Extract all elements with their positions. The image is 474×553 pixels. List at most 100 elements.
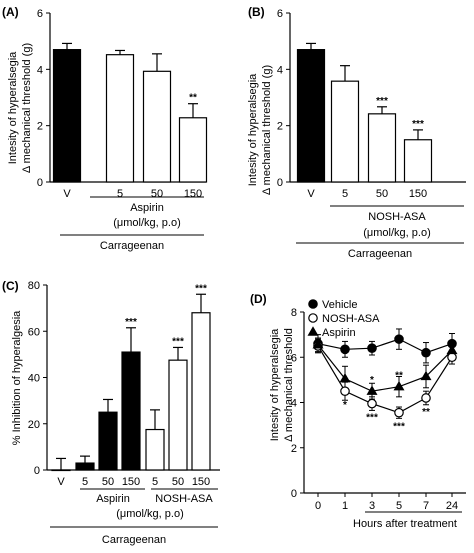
- y-tick-label: 6: [37, 8, 43, 20]
- open-circle-marker: [421, 393, 431, 403]
- significance-label: ***: [125, 317, 137, 328]
- x-tick-label: 50: [151, 188, 163, 200]
- bar: [296, 49, 326, 183]
- significance-label: ***: [195, 283, 207, 294]
- x-tick-label: 150: [192, 476, 210, 488]
- open-circle-marker: [394, 407, 404, 418]
- bar: [105, 54, 135, 183]
- panel-c-label: (C): [2, 279, 19, 293]
- x-tick-label: 50: [172, 476, 184, 488]
- triangle-marker: [366, 385, 378, 395]
- significance-label: **: [189, 93, 197, 104]
- significance-label: **: [422, 407, 430, 418]
- panel-d-ylabel-line1: Intesity of hyperalsegia: [269, 328, 281, 441]
- x-tick-label: 150: [184, 188, 202, 200]
- x-tick-label: 5: [117, 188, 123, 200]
- open-circle-marker: [340, 386, 350, 396]
- filled-circle-marker: [340, 344, 350, 355]
- y-tick-label: 4: [37, 64, 43, 76]
- x-tick-label: 150: [122, 476, 140, 488]
- significance-label: ***: [393, 422, 405, 433]
- x-tick-label: 24: [446, 500, 458, 512]
- panel-a-ylabel-line1: Intesity of hyperalsegia: [7, 51, 19, 164]
- open-circle-marker: [367, 398, 377, 409]
- significance-label: ***: [412, 119, 424, 130]
- x-tick-label: 0: [315, 500, 321, 512]
- panel-b-marks: V 5 50 *** 150 ***: [296, 42, 433, 200]
- panel-b-bracket-carrageenan-label: Carrageenan: [348, 248, 412, 260]
- panel-a-bracket-aspirin-label: Aspirin: [130, 202, 164, 214]
- panel-c-bracket-nosh-label: NOSH-ASA: [155, 493, 213, 505]
- x-tick-label: 5: [82, 476, 88, 488]
- panel-c: (C) % Inhibition of hyperalgesia 0 20 40 60…: [2, 279, 220, 546]
- y-tick-label: 60: [28, 326, 40, 338]
- x-tick-label: 5: [396, 500, 402, 512]
- panel-a-bracket-carrageenan-label: Carrageenan: [100, 240, 164, 252]
- triangle-marker: [446, 344, 458, 355]
- y-tick-label: 40: [28, 373, 40, 385]
- legend-label: Vehicle: [322, 299, 357, 311]
- panel-b-label: (B): [248, 5, 265, 19]
- y-tick-label: 0: [37, 177, 43, 189]
- x-tick-label: 5: [152, 476, 158, 488]
- panel-c-axes: 0 20 40 60 80: [28, 280, 220, 477]
- bar: [142, 70, 172, 183]
- significance-label: *: [343, 400, 347, 411]
- x-tick-label: 50: [376, 188, 388, 200]
- y-tick-label: 0: [277, 177, 283, 189]
- bar: [403, 139, 433, 183]
- triangle-marker: [339, 372, 351, 383]
- panel-b: (B) Intesity of hyperalsegia Δ mechanica…: [247, 5, 466, 260]
- series-line: [317, 338, 453, 354]
- y-tick-label: 6: [291, 352, 297, 364]
- panel-d-label: (D): [250, 292, 267, 306]
- panel-c-bracket-dose-label: (μmol/kg, p.o): [116, 508, 183, 520]
- significance-label: ***: [172, 336, 184, 347]
- panel-c-ylabel: % Inhibition of hyperalgesia: [11, 310, 23, 445]
- panel-b-bracket-dose-label: (μmol/kg, p.o): [363, 227, 430, 239]
- x-tick-label: 1: [342, 500, 348, 512]
- significance-label: *: [370, 375, 374, 386]
- y-tick-label: 2: [37, 121, 43, 133]
- panel-b-ylabel-line2: Δ mechanical threshold (g): [261, 65, 273, 195]
- y-tick-label: 2: [291, 443, 297, 455]
- series-line: [317, 344, 453, 392]
- significance-label: ***: [376, 96, 388, 107]
- triangle-marker: [393, 380, 405, 391]
- panel-a-ylabel-line2: Δ mechanical threshold (g): [21, 43, 33, 173]
- x-tick-label: 50: [102, 476, 114, 488]
- x-tick-label: 3: [369, 500, 375, 512]
- panel-d-legend: Vehicle NOSH-ASA Aspirin: [307, 299, 380, 339]
- bar: [191, 312, 211, 471]
- x-tick-label: V: [57, 476, 65, 488]
- panel-a: (A) Intesity of hyperalsegia Δ mechanica…: [2, 5, 208, 252]
- x-tick-label: V: [307, 188, 315, 200]
- y-tick-label: 20: [28, 419, 40, 431]
- filled-circle-marker: [421, 347, 431, 358]
- y-tick-label: 6: [277, 8, 283, 20]
- panel-d: (D) Intesity of hyperalsegia Δ mechanica…: [250, 292, 466, 530]
- filled-circle-marker: [367, 343, 377, 353]
- bar: [52, 49, 82, 183]
- significance-label: **: [395, 371, 403, 382]
- x-tick-label: 7: [423, 500, 429, 512]
- open-circle-marker: [447, 352, 457, 363]
- panel-c-bracket-carrageenan-label: Carrageenan: [102, 534, 166, 546]
- legend-label: Aspirin: [322, 327, 356, 339]
- bar: [51, 469, 71, 472]
- open-circle-marker: [308, 313, 318, 323]
- bar: [330, 80, 360, 183]
- panel-c-bracket-aspirin-label: Aspirin: [96, 493, 130, 505]
- significance-label: ***: [366, 413, 378, 424]
- panel-b-ylabel-line1: Intesity of hyperalsegia: [247, 73, 259, 186]
- bar: [98, 411, 118, 471]
- series-line: [317, 345, 453, 414]
- y-tick-label: 4: [277, 64, 283, 76]
- panel-d-ylabel-line2: Δ mechanical threshold: [283, 328, 295, 442]
- panel-c-marks: V 5 50 150 *** 5 50 *** 150 ***: [51, 283, 211, 488]
- bar: [145, 428, 165, 471]
- y-tick-label: 8: [291, 307, 297, 319]
- filled-circle-marker: [308, 299, 318, 309]
